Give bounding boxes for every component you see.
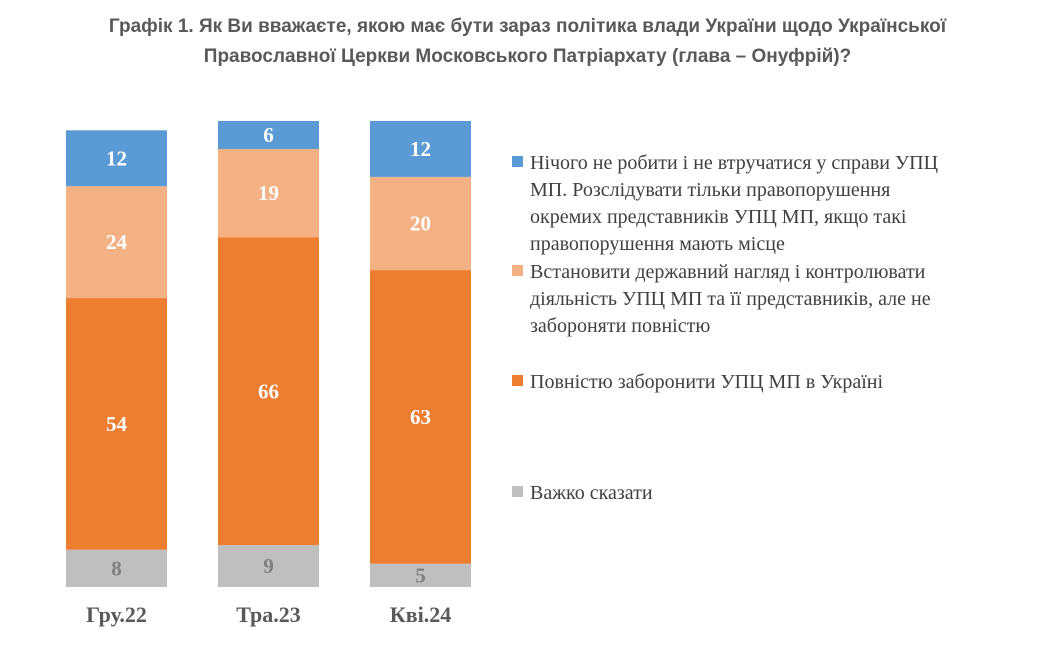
legend-text-0-0: Нічого не робити і не втручатися у справ… xyxy=(530,152,938,174)
data-label-s2-c1: 66 xyxy=(258,379,279,403)
legend-text-0-1: МП. Розслідувати тільки правопорушення xyxy=(530,179,890,201)
bar-segment-s3-c2 xyxy=(370,563,471,587)
chart-title-line-1: Графік 1. Як Ви вважаєте, якою має бути … xyxy=(108,16,947,37)
legend-swatch-1 xyxy=(512,265,523,276)
legend-text-1-2: забороняти повністю xyxy=(530,315,710,337)
legend-text-2-0: Повністю заборонити УПЦ МП в Україні xyxy=(530,371,883,393)
data-label-s2-c0: 54 xyxy=(106,412,128,436)
data-label-s0-c0: 12 xyxy=(106,146,127,170)
bar-segment-s2-c0 xyxy=(66,298,167,550)
bar-segment-s3-c0 xyxy=(66,549,167,587)
bar-segment-s1-c2 xyxy=(370,176,471,271)
category-label-0: Гру.22 xyxy=(86,602,147,627)
data-label-s3-c0: 8 xyxy=(111,556,122,580)
legend-text-1-1: діяльність УПЦ МП та її представників, а… xyxy=(530,288,931,310)
category-label-2: Кві.24 xyxy=(390,602,451,627)
data-label-s3-c1: 9 xyxy=(263,554,274,578)
legend-swatch-2 xyxy=(512,375,523,386)
legend-swatch-0 xyxy=(512,156,523,167)
legend-text-0-2: окремих представників УПЦ МП, якщо такі xyxy=(530,206,907,228)
data-label-s1-c0: 24 xyxy=(106,230,128,254)
bar-segment-s3-c1 xyxy=(218,545,319,587)
bar-segment-s2-c1 xyxy=(218,237,319,546)
category-label-1: Тра.23 xyxy=(236,602,301,627)
bar-segment-s0-c0 xyxy=(66,130,167,187)
data-label-s0-c2: 12 xyxy=(410,137,431,161)
legend-swatch-3 xyxy=(512,486,523,497)
data-label-s1-c2: 20 xyxy=(410,212,431,236)
chart-title-line-2: Православної Церкви Московського Патріар… xyxy=(203,46,852,67)
legend-text-0-3: правопорушення мають місце xyxy=(530,233,785,255)
bar-segment-s1-c1 xyxy=(218,149,319,238)
chart-title: Графік 1. Як Ви вважаєте, якою має бути … xyxy=(0,12,1055,72)
data-label-s2-c2: 63 xyxy=(410,405,431,429)
data-label-s3-c2: 5 xyxy=(415,563,426,587)
bar-segment-s0-c2 xyxy=(370,121,471,177)
data-label-s1-c1: 19 xyxy=(258,181,279,205)
legend-text-1-0: Встановити державний нагляд і контролюва… xyxy=(530,261,926,283)
legend-text-3-0: Важко сказати xyxy=(530,482,653,504)
data-label-s0-c1: 6 xyxy=(263,123,274,147)
bar-segment-s1-c0 xyxy=(66,186,167,298)
bar-segment-s2-c2 xyxy=(370,270,471,564)
bar-segment-s0-c1 xyxy=(218,121,319,149)
